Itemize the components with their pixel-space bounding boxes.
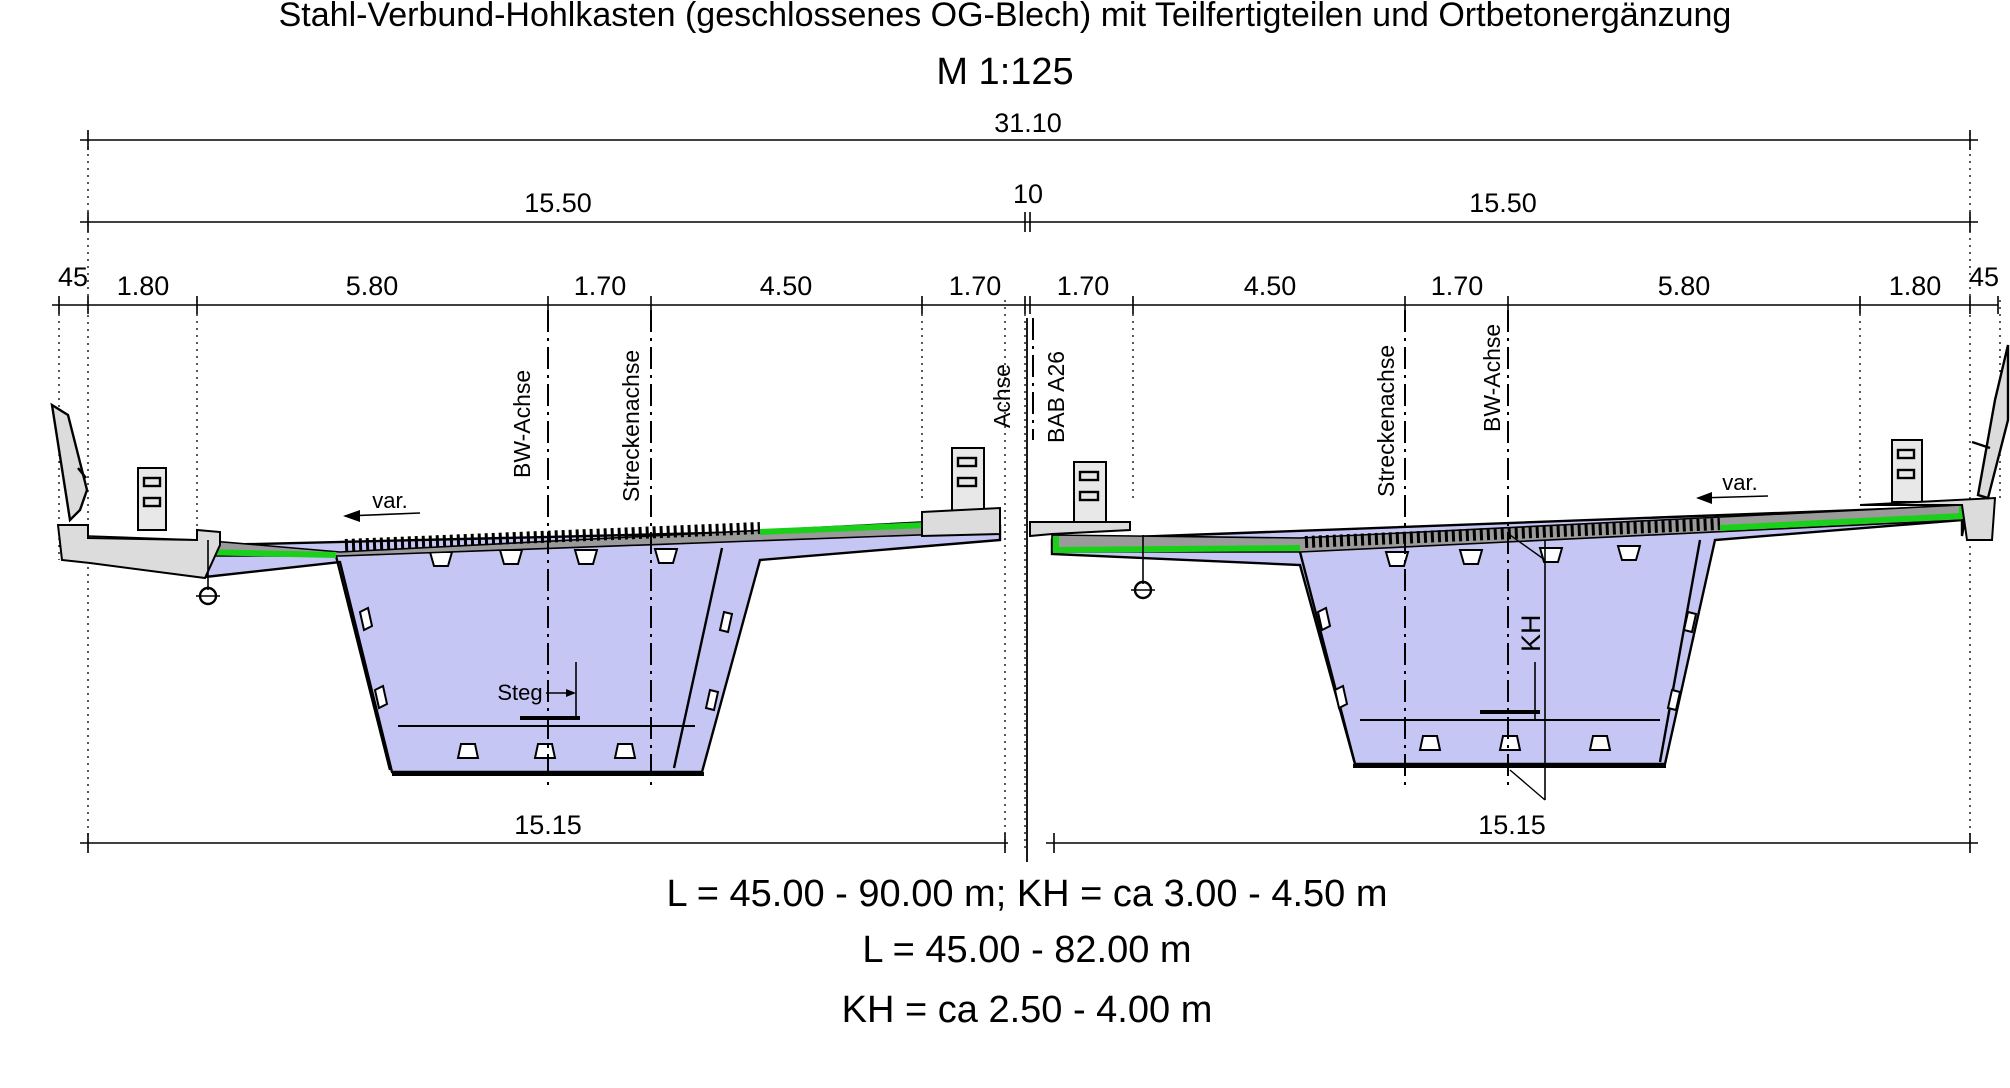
right-track-axis-label: Streckenachse xyxy=(1373,345,1399,497)
dim-left-edge: 45 xyxy=(58,262,88,292)
dim-right-seg-5: 1.80 xyxy=(1889,271,1942,301)
right-pavement xyxy=(1051,504,1963,553)
note-line-1: L = 45.00 - 90.00 m; KH = ca 3.00 - 4.50… xyxy=(667,873,1388,915)
left-deck-holes xyxy=(428,548,679,567)
left-web-holes xyxy=(358,606,734,712)
drawing-title: Stahl-Verbund-Hohlkasten (geschlossenes … xyxy=(279,0,1732,34)
dimension-row-total: 31.10 xyxy=(80,108,1978,150)
dimension-row-bottom: 15.15 15.15 xyxy=(80,810,1978,853)
dim-bottom-right: 15.15 xyxy=(1478,810,1546,840)
kh-label: KH xyxy=(1516,614,1546,652)
dim-right-seg-4: 5.80 xyxy=(1658,271,1711,301)
dim-bottom-left: 15.15 xyxy=(514,810,582,840)
extension-lines xyxy=(58,133,2001,848)
left-edge-cap xyxy=(56,524,221,580)
dim-right-half: 15.50 xyxy=(1469,188,1537,218)
dim-left-seg-4: 4.50 xyxy=(760,271,813,301)
left-superstructure: BW-Achse Streckenachse var. Steg xyxy=(50,310,1002,790)
dim-right-seg-2: 4.50 xyxy=(1244,271,1297,301)
dim-left-half: 15.50 xyxy=(524,188,592,218)
right-waterproofing xyxy=(1053,536,1301,554)
left-track-axis-label: Streckenachse xyxy=(618,350,644,502)
right-bottom-holes xyxy=(1418,735,1612,751)
right-edge-cap xyxy=(1859,496,1997,541)
dim-right-edge: 45 xyxy=(1969,262,1999,292)
left-bottom-holes xyxy=(456,743,637,759)
left-drain xyxy=(196,540,220,606)
right-web-holes xyxy=(1316,606,1698,712)
dim-left-seg-1: 1.80 xyxy=(117,271,170,301)
note-line-2: L = 45.00 - 82.00 m xyxy=(862,929,1191,971)
right-drain xyxy=(1131,535,1155,600)
right-barrier xyxy=(1891,439,1923,503)
right-bw-axis-label: BW-Achse xyxy=(1479,324,1505,432)
dim-left-seg-5: 1.70 xyxy=(949,271,1002,301)
dim-right-seg-1: 1.70 xyxy=(1057,271,1110,301)
right-inner-barrier xyxy=(1029,461,1131,538)
right-var-label: var. xyxy=(1722,470,1757,495)
dim-left-seg-3: 1.70 xyxy=(574,271,627,301)
center-axis-label: Achse xyxy=(989,364,1015,428)
steg-label: Steg xyxy=(497,680,542,705)
dim-total: 31.10 xyxy=(994,108,1062,138)
left-steel-box xyxy=(88,524,1002,774)
left-inner-barrier xyxy=(921,447,1001,538)
center-axis: Achse BAB A26 xyxy=(989,318,1069,862)
left-var-label: var. xyxy=(372,488,407,513)
left-barrier xyxy=(137,467,167,531)
left-bw-axis-label: BW-Achse xyxy=(509,370,535,478)
dim-left-seg-2: 5.80 xyxy=(346,271,399,301)
bab-label: BAB A26 xyxy=(1043,351,1069,443)
dimension-row-halves: 15.50 10 15.50 xyxy=(80,179,1978,232)
dimension-row-segments: 45 1.80 5.80 1.70 4.50 1.70 1.70 4.50 1.… xyxy=(52,262,1999,314)
dim-right-seg-3: 1.70 xyxy=(1431,271,1484,301)
drawing-scale: M 1:125 xyxy=(936,51,1073,93)
dim-gap: 10 xyxy=(1013,179,1043,209)
note-line-3: KH = ca 2.50 - 4.00 m xyxy=(842,989,1213,1031)
right-superstructure: Streckenachse BW-Achse var. KH xyxy=(1029,310,2010,801)
